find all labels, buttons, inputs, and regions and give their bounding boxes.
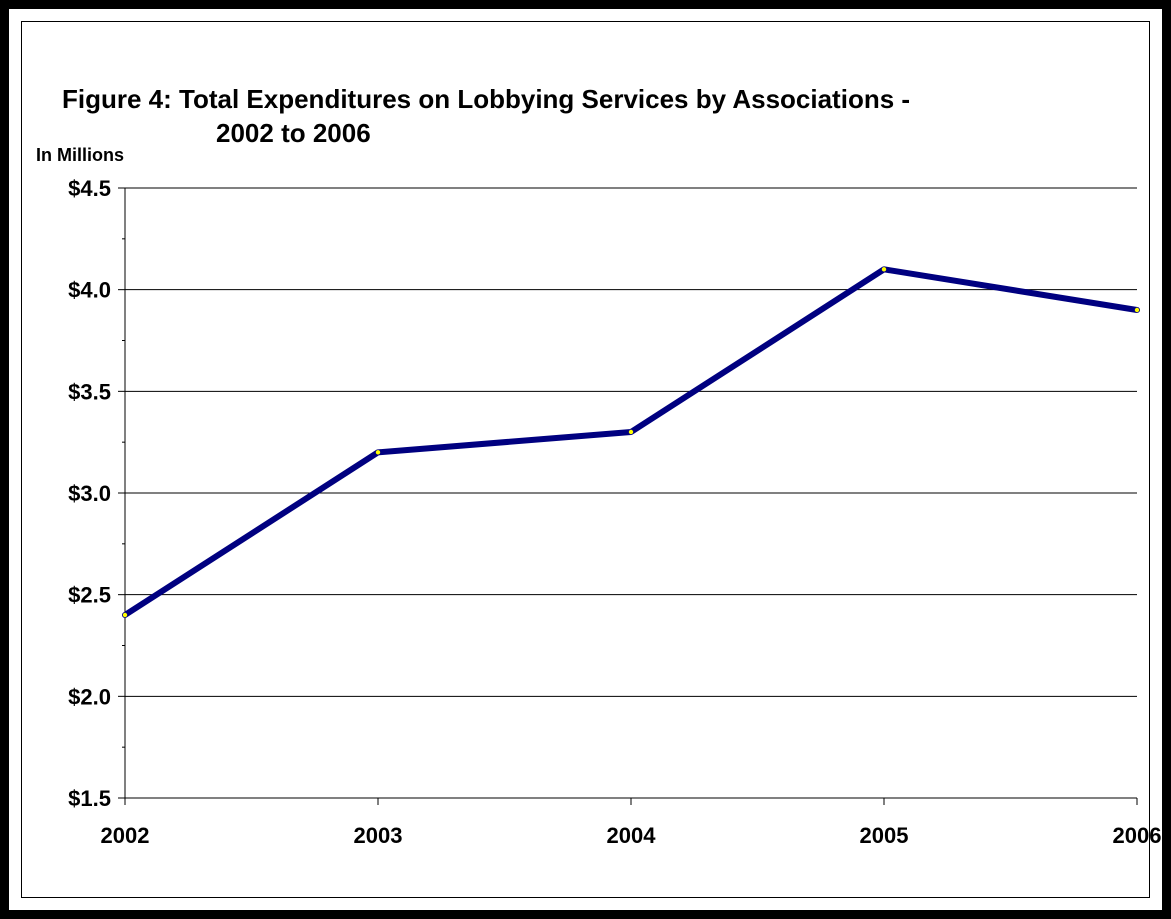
y-axis-unit-label: In Millions [36, 145, 124, 165]
y-tick-label: $4.5 [68, 176, 111, 201]
series-line [122, 266, 1140, 618]
y-axis-ticks: $1.5 $2.0 $2.5 $3.0 $3.5 $4.0 $4.5 [68, 176, 125, 811]
x-tick-label: 2006 [1113, 823, 1162, 848]
x-tick-label: 2002 [101, 823, 150, 848]
y-tick-label: $4.0 [68, 278, 111, 303]
chart-title: Figure 4: Total Expenditures on Lobbying… [62, 82, 1112, 150]
data-point-2003 [375, 450, 381, 455]
y-tick-label: $2.5 [68, 583, 111, 608]
data-point-2004 [628, 429, 634, 435]
x-axis-ticks: 2002 2003 2004 2005 2006 [101, 798, 1162, 848]
data-point-2006 [1134, 307, 1140, 313]
y-tick-label: $3.0 [68, 481, 111, 506]
chart-title-line-1: Figure 4: Total Expenditures on Lobbying… [62, 84, 911, 114]
data-series [122, 266, 1140, 618]
x-tick-label: 2005 [860, 823, 909, 848]
data-point-2002 [122, 612, 128, 618]
y-tick-label: $1.5 [68, 786, 111, 811]
y-tick-label: $2.0 [68, 684, 111, 709]
x-tick-label: 2004 [607, 823, 657, 848]
chart-title-line-2: 2002 to 2006 [216, 118, 371, 148]
x-tick-label: 2003 [354, 823, 403, 848]
y-tick-label: $3.5 [68, 379, 111, 404]
data-point-2005 [881, 267, 887, 272]
gridlines [125, 187, 1137, 697]
